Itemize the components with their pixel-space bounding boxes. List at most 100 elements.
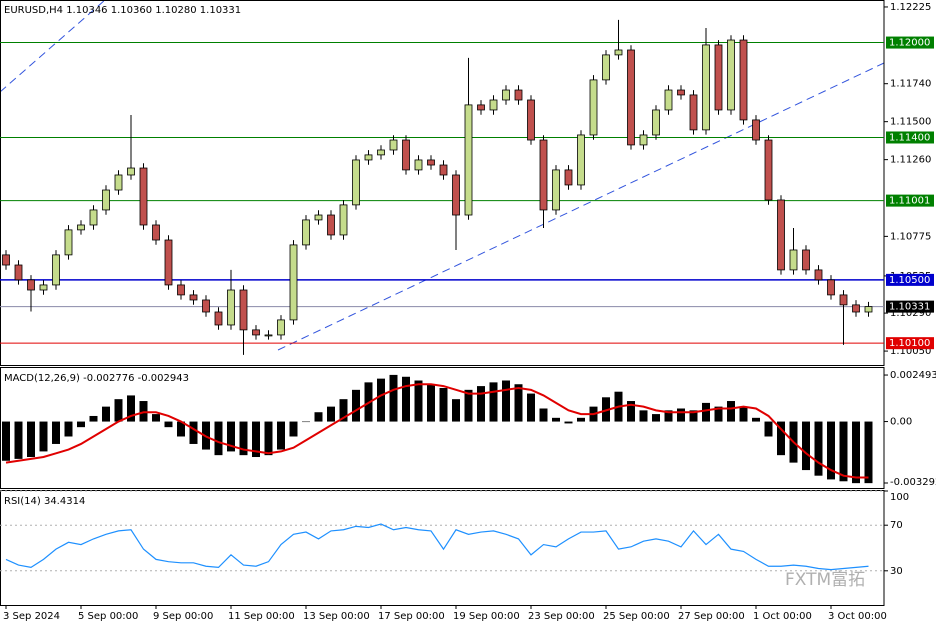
panel-title: MACD(12,26,9) -0.002776 -0.002943: [4, 373, 189, 384]
candle-body: [352, 159, 360, 206]
candle-body: [639, 134, 648, 146]
level-label-box: [886, 273, 934, 286]
candle-body: [752, 119, 760, 141]
candle-body: [802, 249, 810, 271]
macd-bar: [214, 421, 223, 456]
macd-bar: [2, 421, 10, 461]
macd-bar: [827, 421, 835, 480]
candle-body: [127, 167, 135, 176]
macd-bar: [664, 410, 673, 422]
macd-bar: [689, 410, 698, 422]
candle-body: [277, 319, 285, 336]
candle-body: [152, 224, 160, 241]
macd-bar: [814, 421, 823, 476]
macd-bar: [839, 421, 848, 482]
macd-bar: [639, 410, 648, 422]
macd-bar: [439, 387, 448, 422]
macd-bar: [727, 401, 735, 422]
candle-body: [664, 89, 673, 111]
candle-body: [64, 229, 73, 256]
macd-bar: [189, 421, 198, 444]
level-label-box: [886, 300, 934, 313]
macd-bar: [802, 421, 810, 471]
candle-body: [89, 209, 98, 226]
macd-bar: [127, 395, 135, 422]
x-tick-label: 17 Sep 00:00: [378, 611, 445, 622]
macd-bar: [77, 421, 85, 428]
candle-body: [614, 49, 623, 56]
x-tick-label: 23 Sep 00:00: [528, 611, 595, 622]
macd-bar: [302, 421, 310, 423]
y-tick-label: 1.12225: [890, 2, 931, 13]
x-tick-label: 3 Oct 00:00: [828, 611, 887, 622]
candle-body: [27, 279, 35, 291]
x-tick-label: 1 Oct 00:00: [753, 611, 812, 622]
level-label-box: [886, 131, 934, 144]
candle-body: [389, 139, 398, 151]
y-tick-label: 1.11260: [890, 155, 931, 166]
macd-bar: [177, 421, 185, 437]
candle-body: [864, 306, 873, 313]
candle-body: [189, 294, 198, 301]
macd-bar: [52, 421, 60, 444]
macd-bar: [852, 421, 860, 484]
candle-body: [452, 174, 460, 216]
macd-bar: [27, 421, 35, 458]
x-tick-label: 9 Sep 00:00: [153, 611, 213, 622]
y-tick-label: 30: [890, 566, 903, 577]
macd-bar: [327, 406, 335, 422]
candle-body: [402, 139, 410, 171]
macd-bar: [402, 376, 410, 422]
price-panel: [0, 0, 885, 366]
candle-body: [564, 169, 573, 186]
macd-bar: [264, 421, 273, 456]
candle-body: [814, 269, 823, 281]
candle-body: [364, 154, 373, 161]
macd-bar: [152, 414, 160, 422]
macd-bar: [164, 421, 173, 428]
candle-body: [139, 167, 148, 226]
candle-body: [14, 264, 23, 281]
rsi-line: [5, 523, 869, 571]
candle-body: [727, 39, 735, 111]
macd-bar: [864, 421, 873, 484]
candle-body: [489, 99, 498, 111]
y-tick-label: -0.003292: [890, 477, 936, 488]
x-tick-label: 13 Sep 00:00: [303, 611, 370, 622]
candle-body: [839, 294, 848, 306]
candle-body: [327, 214, 335, 236]
macd-bar: [539, 408, 548, 422]
candle-body: [577, 134, 585, 186]
macd-bar: [102, 406, 110, 422]
macd-bar: [652, 414, 660, 422]
macd-bar: [289, 421, 298, 437]
macd-bar: [339, 399, 348, 422]
candle-body: [789, 249, 798, 271]
y-tick-label: 1.10050: [890, 346, 931, 357]
candle-body: [164, 239, 173, 286]
macd-bar: [714, 406, 723, 422]
macd-bar: [427, 384, 435, 422]
candle-body: [52, 254, 60, 286]
macd-bar: [502, 380, 510, 422]
candle-body: [2, 254, 10, 266]
candle-body: [239, 289, 248, 331]
candle-body: [339, 204, 348, 236]
macd-bar: [552, 417, 560, 422]
candle-body: [652, 109, 660, 136]
level-label-box: [886, 36, 934, 49]
level-label: 1.10100: [889, 338, 930, 349]
macd-bar: [14, 421, 23, 459]
candle-body: [302, 219, 310, 246]
panel-frames: [0, 0, 885, 606]
macd-bar: [352, 389, 360, 422]
macd-bar: [252, 421, 260, 458]
candle-body: [264, 334, 273, 337]
y-tick-label: 1.10775: [890, 231, 931, 242]
candle-body: [439, 164, 448, 176]
macd-bar: [227, 421, 235, 452]
macd-bar: [527, 393, 535, 422]
candle-body: [852, 304, 860, 313]
trend-lines: [0, 0, 885, 351]
